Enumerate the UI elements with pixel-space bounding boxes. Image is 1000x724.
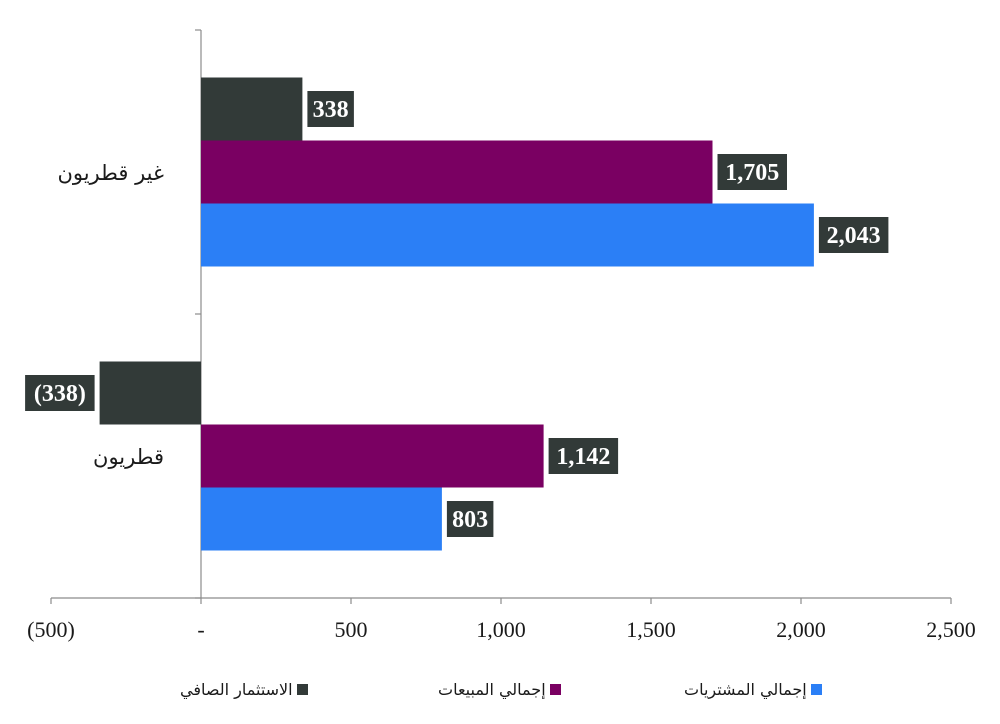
x-tick-label: 1,500 [626,617,676,642]
legend: الاستثمار الصافي إجمالي المبيعات إجمالي … [0,680,1000,710]
x-tick-label: 2,000 [776,617,826,642]
x-tick-label: 2,500 [926,617,976,642]
bars [99,77,814,551]
data-labels: 338 1,705 2,043 (338) 1,142 803 [25,91,889,537]
bar-chart: (500) - 500 1,000 1,500 2,000 2,500 غير قطريون ق… [25,29,976,642]
legend-swatch-net-investment [296,684,308,695]
bar [201,487,442,551]
legend-item-total-purchases: إجمالي المشتريات [684,680,822,699]
data-label-box [717,154,787,190]
data-label-box [818,217,889,253]
legend-swatch-total-purchases [810,684,822,695]
legend-item-total-sales: إجمالي المبيعات [438,680,561,699]
bar [99,361,201,425]
bar [201,140,713,204]
data-label: 803 [452,507,488,533]
data-label-box [307,91,354,127]
data-label: 1,705 [725,160,779,186]
legend-label-net-investment: الاستثمار الصافي [180,680,293,699]
data-label: (338) [34,381,86,407]
axes: (500) - 500 1,000 1,500 2,000 2,500 غير قطريون ق… [27,29,976,642]
data-label: 1,142 [556,444,610,470]
category-label: قطريون [93,445,164,469]
bar [201,424,544,488]
bar [201,203,814,267]
data-label: 2,043 [827,223,881,249]
data-label: 338 [313,97,349,123]
data-label-box [25,375,95,411]
x-tick-label: 1,000 [476,617,526,642]
data-label-box [446,501,494,537]
x-tick-label: 500 [335,617,368,642]
bar [201,77,303,141]
x-tick-label: - [197,617,204,642]
category-label: غير قطريون [57,161,164,185]
legend-label-total-purchases: إجمالي المشتريات [684,680,807,699]
data-label-box [548,438,619,474]
legend-swatch-total-sales [549,684,561,695]
legend-item-net-investment: الاستثمار الصافي [180,680,308,699]
x-tick-label: (500) [27,617,75,642]
legend-label-total-sales: إجمالي المبيعات [438,680,546,699]
